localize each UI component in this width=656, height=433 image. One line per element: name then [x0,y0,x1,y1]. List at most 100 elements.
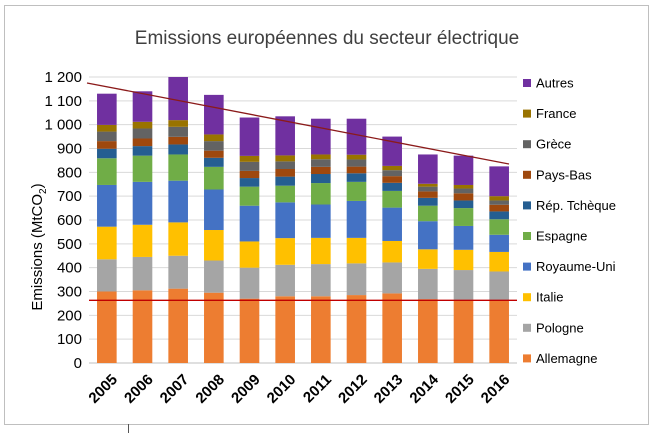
bar-segment [168,144,188,155]
bar-segment [132,290,153,363]
y-axis-label-tail: ) [29,183,46,188]
bar-segment [132,224,153,257]
x-tick-label: 2012 [335,371,371,407]
bar-segment [382,165,402,171]
bar-segment [204,134,224,142]
stacked-bar-chart: Emissions européennes du secteur électri… [29,28,616,407]
y-tick-label: 200 [57,307,82,324]
bar-segment [132,91,153,122]
bar-segment [97,184,117,227]
bar-segment [453,200,474,209]
bar-segment [239,161,260,171]
x-tick-label: 2016 [478,371,514,407]
bars [97,77,509,363]
bar-segment [418,268,438,300]
legend-label: France [536,106,576,121]
bar-segment [382,262,402,294]
bar-segment [204,94,224,135]
bar-segment [97,291,117,363]
y-tick-label: 100 [57,331,82,348]
bar-segment [204,292,224,363]
bar-segment [382,170,402,177]
bar-segment [239,155,260,162]
bar-segment [489,271,509,301]
y-tick-label: 1 000 [44,117,82,134]
bar-segment [204,260,224,293]
bar-segment [97,131,117,142]
legend-label: Royaume-Uni [536,259,616,274]
y-tick-label: 500 [57,236,82,253]
bar-segment [97,148,117,159]
x-tick-label: 2010 [264,371,300,407]
bar-segment [168,180,188,223]
bar-segment [239,205,260,242]
y-tick-label: 800 [57,164,82,181]
bar-segment [453,225,474,250]
bar-segment [311,154,331,160]
bar-segment [489,166,509,197]
bar-segment [418,299,438,363]
legend-swatch [523,232,531,240]
bar-segment [204,141,224,151]
y-tick-label: 300 [57,284,82,301]
bar-segment [453,299,474,363]
bar-segment [346,263,367,296]
y-tick-labels: 0 100 200 300 400 500 600 700 800 900 1 000 1 100 1 … [44,69,82,372]
bar-segment [275,161,295,169]
legend-label: Pays-Bas [536,167,592,182]
legend-swatch [523,140,531,149]
bar-segment [275,202,295,239]
x-tick-label: 2009 [228,371,264,407]
bar-segment [132,256,153,291]
bar-segment [132,181,153,225]
trend-line [86,82,510,165]
bar-segment [382,190,402,208]
bar-segment [489,204,509,212]
bar-segment [239,267,260,299]
bar-segment [418,249,438,269]
bar-segment [168,136,188,145]
bar-segment [489,251,509,272]
bar-segment [489,234,509,252]
bar-segment [382,182,402,191]
legend-swatch [523,262,531,271]
bar-segment [275,296,295,363]
y-axis-label-main: Emissions (MtCO [29,194,46,311]
bar-segment [489,196,509,201]
chart-title: Emissions européennes du secteur électri… [135,28,519,49]
y-tick-label: 400 [57,260,82,277]
legend-swatch [523,109,531,118]
bar-segment [418,205,438,222]
bar-segment [204,150,224,158]
bar-segment [453,249,474,271]
bar-segment [168,222,188,256]
bar-segment [204,157,224,167]
legend-swatch [523,201,531,210]
legend-swatch [523,170,531,179]
legend-swatch [523,323,531,332]
bar-segment [97,141,117,149]
bar-segment [97,259,117,292]
bar-segment [97,226,117,260]
y-tick-label: 1 100 [44,93,82,110]
bar-segment [453,208,474,226]
bar-segment [346,166,367,174]
bar-segment [311,183,331,205]
bar-segment [239,117,260,156]
bar-segment [346,200,367,238]
x-tick-labels: 2005 2006 2007 2008 2009 2010 2011 2012 2013 2014… [85,371,513,407]
y-tick-label: 700 [57,188,82,205]
legend-label: Allemagne [536,351,597,366]
bar-segment [132,121,153,129]
bar-segment [97,93,117,125]
y-tick-label: 0 [74,355,82,372]
x-tick-label: 2011 [300,371,335,406]
bar-segment [346,118,367,155]
bar-segment [311,118,331,155]
bar-segment [418,183,438,187]
legend-swatch [523,354,531,363]
bar-segment [311,166,331,175]
legend-label: Grèce [536,137,571,152]
x-tick-label: 2005 [85,371,121,407]
legend-label: Pologne [536,320,584,335]
